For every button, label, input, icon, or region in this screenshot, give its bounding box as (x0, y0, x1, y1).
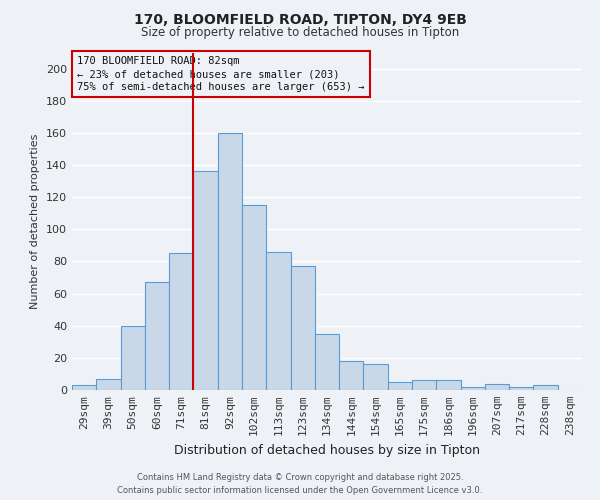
Text: 170 BLOOMFIELD ROAD: 82sqm
← 23% of detached houses are smaller (203)
75% of sem: 170 BLOOMFIELD ROAD: 82sqm ← 23% of deta… (77, 56, 365, 92)
Text: Contains HM Land Registry data © Crown copyright and database right 2025.
Contai: Contains HM Land Registry data © Crown c… (118, 474, 482, 495)
Bar (290, 266, 315, 390)
Bar (509, 387, 533, 390)
Bar (121, 326, 145, 390)
Bar (169, 254, 193, 390)
Bar (96, 379, 121, 390)
Text: Size of property relative to detached houses in Tipton: Size of property relative to detached ho… (141, 26, 459, 39)
Bar (266, 252, 290, 390)
Bar (533, 385, 558, 390)
X-axis label: Distribution of detached houses by size in Tipton: Distribution of detached houses by size … (174, 444, 480, 456)
Bar (339, 361, 364, 390)
Y-axis label: Number of detached properties: Number of detached properties (31, 134, 40, 309)
Bar (412, 380, 436, 390)
Bar (364, 364, 388, 390)
Bar (145, 282, 169, 390)
Bar (242, 205, 266, 390)
Bar (193, 172, 218, 390)
Bar (461, 387, 485, 390)
Bar (485, 384, 509, 390)
Bar (315, 334, 339, 390)
Bar (388, 382, 412, 390)
Bar (436, 380, 461, 390)
Bar (72, 385, 96, 390)
Text: 170, BLOOMFIELD ROAD, TIPTON, DY4 9EB: 170, BLOOMFIELD ROAD, TIPTON, DY4 9EB (134, 12, 466, 26)
Bar (218, 133, 242, 390)
